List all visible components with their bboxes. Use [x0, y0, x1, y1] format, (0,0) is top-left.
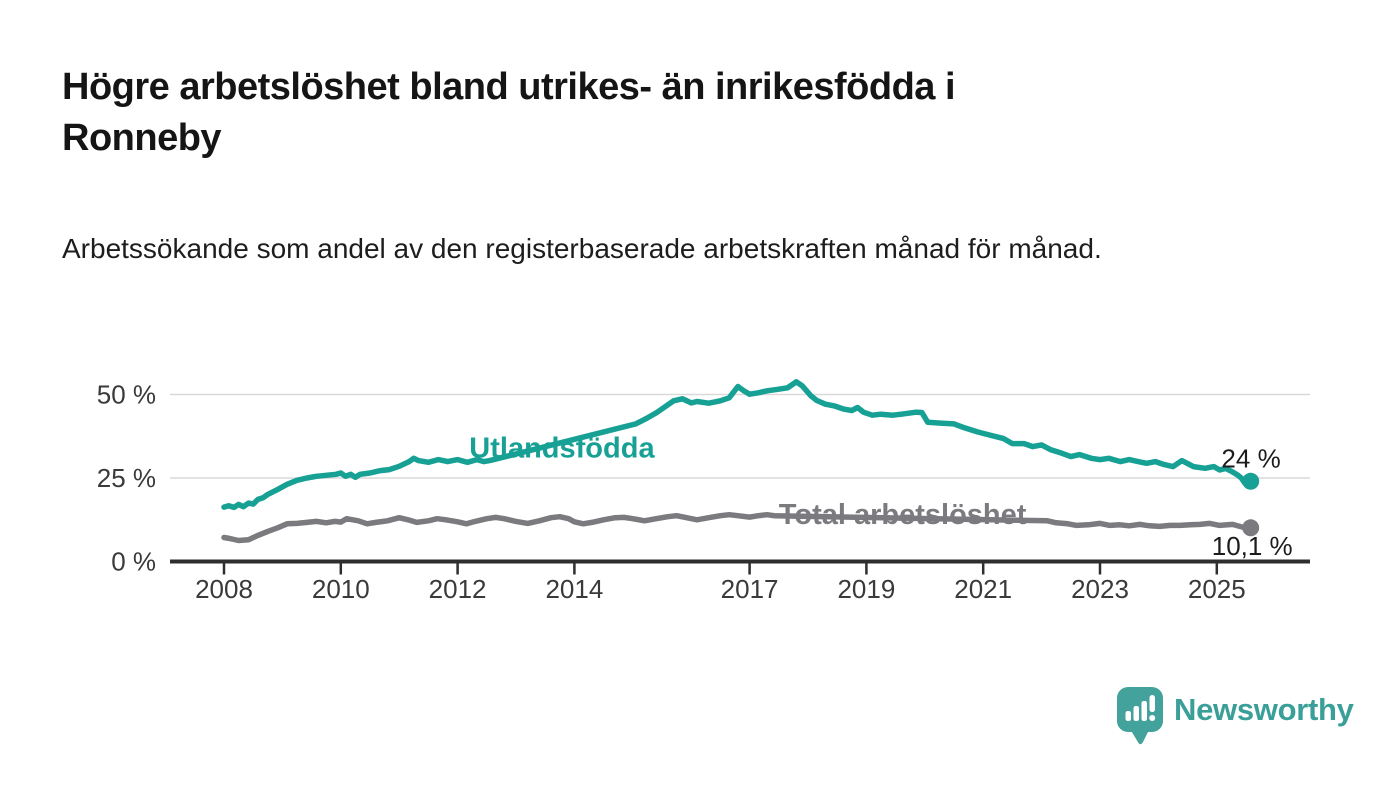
x-tick-label-2012: 2012 — [429, 574, 487, 604]
x-tick-label-2021: 2021 — [954, 574, 1012, 604]
utlandsf-dda-end-value-label: 24 % — [1221, 443, 1280, 473]
x-tick-label-2008: 2008 — [195, 574, 253, 604]
x-tick-label-2014: 2014 — [545, 574, 603, 604]
newsworthy-logo-text: Newsworthy — [1174, 692, 1354, 727]
total-arbetsl-shet-line-segment-0 — [221, 511, 1254, 544]
chart-subtitle: Arbetssökande som andel av den registerb… — [62, 233, 1102, 264]
chart-title: Högre arbetslöshet bland utrikes- än inr… — [62, 66, 956, 159]
x-tick-label-2017: 2017 — [721, 574, 779, 604]
utlandsf-dda-series-label: Utlandsfödda — [469, 432, 655, 464]
newsworthy-logo: Newsworthy — [1116, 686, 1354, 745]
total-arbetsl-shet-series-label: Total arbetslöshet — [779, 499, 1027, 531]
y-tick-label-0: 0 % — [111, 547, 156, 577]
x-tick-label-2019: 2019 — [837, 574, 895, 604]
total-arbetsl-shet-end-dot — [1242, 519, 1260, 537]
y-tick-label-50: 50 % — [97, 380, 156, 410]
x-tick-label-2023: 2023 — [1071, 574, 1129, 604]
utlandsf-dda-line-segment-0 — [221, 379, 1254, 511]
x-tick-label-2025: 2025 — [1188, 574, 1246, 604]
x-tick-label-2010: 2010 — [312, 574, 370, 604]
utlandsf-dda-end-dot — [1242, 472, 1260, 490]
total-arbetsl-shet-end-value-label: 10,1 % — [1212, 531, 1293, 561]
y-tick-label-25: 25 % — [97, 463, 156, 493]
newsworthy-bar-chart-speech-bubble-icon — [1117, 687, 1163, 745]
